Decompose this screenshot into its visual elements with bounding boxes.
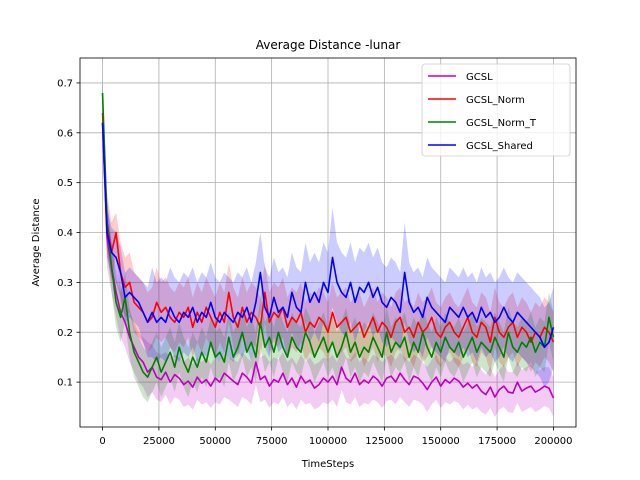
y-tick-label: 0.6 — [57, 128, 73, 139]
y-tick-label: 0.5 — [57, 178, 73, 189]
y-tick-label: 0.1 — [57, 378, 73, 389]
x-tick-label: 25000 — [143, 436, 175, 447]
y-tick-label: 0.3 — [57, 278, 73, 289]
legend-label: GCSL — [466, 72, 493, 83]
x-axis-label: TimeSteps — [301, 459, 354, 470]
legend-box — [421, 63, 571, 157]
y-tick-label: 0.4 — [57, 228, 73, 239]
legend-label: GCSL_Norm — [466, 95, 525, 106]
legend-label: GCSL_Shared — [466, 141, 533, 152]
y-axis-label: Average Distance — [31, 199, 42, 287]
band-gcsl — [102, 82, 554, 418]
x-tick-label: 50000 — [199, 436, 231, 447]
line-gcsl-shared — [101, 122, 555, 349]
legend-label: GCSL_Norm_T — [466, 118, 537, 129]
x-tick-label: 150000 — [422, 436, 460, 447]
axis-ticks: 0 25000 50000 75000 100000 125000 150000 175000… — [57, 78, 572, 447]
x-tick-label: 100000 — [309, 436, 347, 447]
band-gcsl-norm — [102, 87, 554, 373]
y-tick-label: 0.7 — [57, 78, 73, 89]
x-tick-label: 75000 — [256, 436, 288, 447]
x-tick-label: 125000 — [365, 436, 403, 447]
x-tick-label: 175000 — [478, 436, 516, 447]
chart-title: Average Distance -lunar — [256, 38, 401, 52]
line-gcsl — [101, 122, 555, 399]
line-gcsl-norm — [101, 112, 555, 344]
x-tick-label: 200000 — [534, 436, 572, 447]
legend: GCSL GCSL_Norm GCSL_Norm_T GCSL_Shared — [421, 63, 571, 157]
y-tick-label: 0.2 — [57, 328, 73, 339]
line-gcsl-norm-t — [101, 92, 555, 378]
series-lines — [101, 92, 555, 399]
x-tick-label: 0 — [99, 436, 105, 447]
band-gcsl-norm-t — [102, 77, 554, 403]
